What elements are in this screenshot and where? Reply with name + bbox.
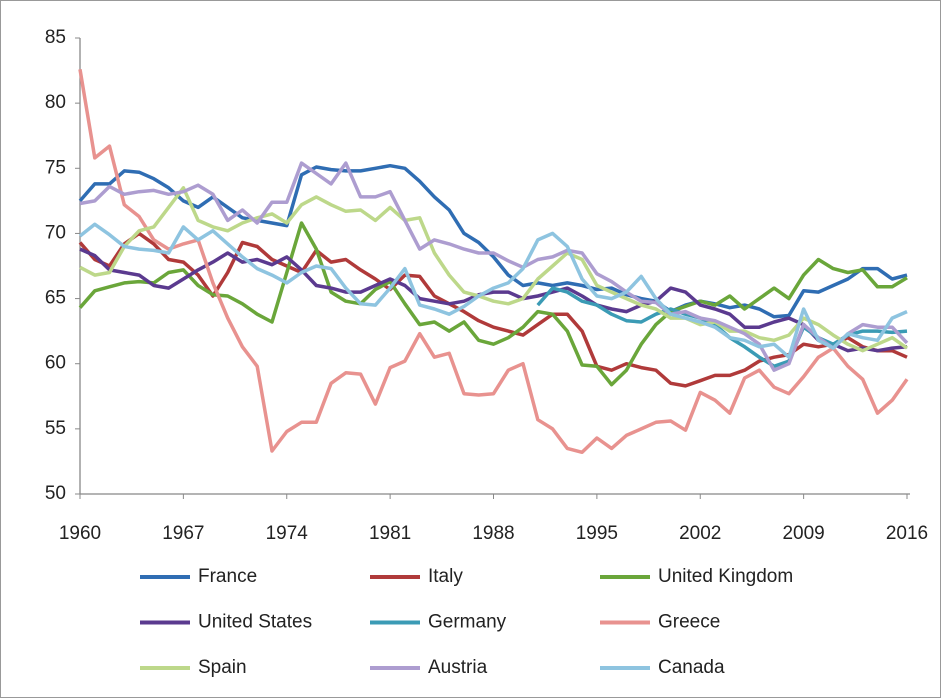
- x-tick-label: 1988: [472, 523, 514, 544]
- y-tick-label: 65: [45, 288, 66, 309]
- x-tick-label: 1995: [576, 523, 618, 544]
- series-line: [79, 247, 908, 353]
- legend-label: United Kingdom: [658, 566, 793, 587]
- y-tick-label: 70: [45, 222, 66, 243]
- x-tick-label: 2016: [886, 523, 928, 544]
- legend-label: Greece: [658, 612, 720, 633]
- legend-label: Canada: [658, 657, 725, 678]
- x-tick-label: 2002: [679, 523, 721, 544]
- y-tick-label: 60: [45, 353, 66, 374]
- y-tick-label: 50: [45, 483, 66, 504]
- y-tick-label: 75: [45, 157, 66, 178]
- y-tick-label: 55: [45, 418, 66, 439]
- x-tick-label: 1960: [59, 523, 101, 544]
- legend-label: Italy: [428, 566, 463, 587]
- x-tick-label: 1981: [369, 523, 411, 544]
- legend-label: Austria: [428, 657, 488, 678]
- series-line: [79, 186, 909, 353]
- y-tick-label: 85: [45, 27, 66, 48]
- y-tick-label: 80: [45, 92, 66, 113]
- legend-label: United States: [198, 612, 312, 633]
- legend-label: Spain: [198, 657, 247, 678]
- legend-label: Germany: [428, 612, 507, 633]
- legend-label: France: [198, 566, 257, 587]
- x-tick-label: 1967: [162, 523, 204, 544]
- series-line: [78, 222, 908, 359]
- x-tick-label: 1974: [266, 523, 309, 544]
- series-line: [78, 69, 909, 455]
- series-line: [79, 161, 909, 372]
- x-tick-label: 2009: [782, 523, 824, 544]
